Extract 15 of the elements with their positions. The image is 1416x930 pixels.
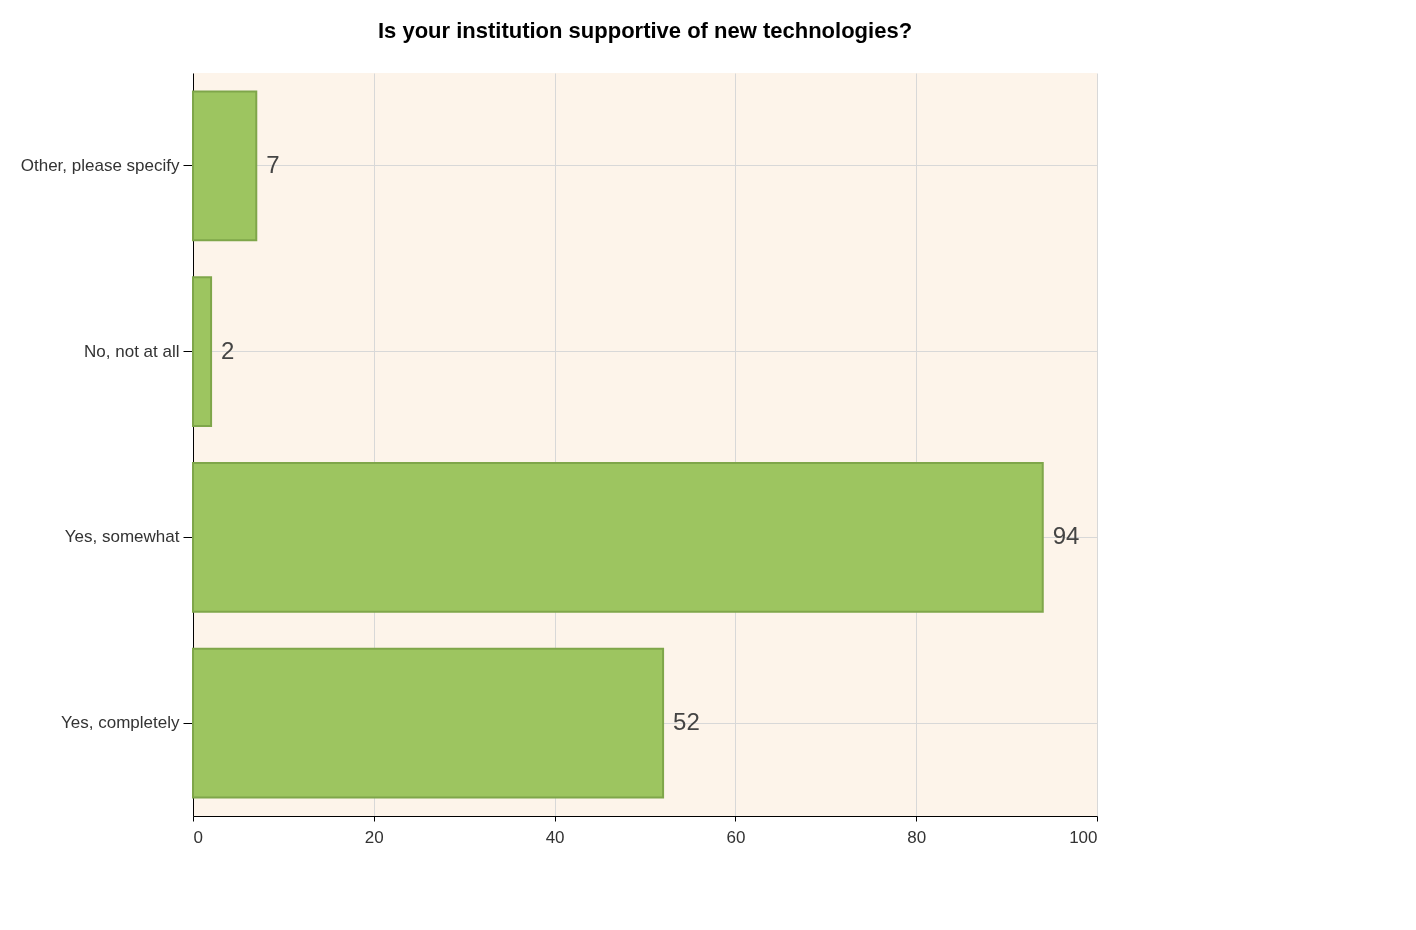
y-tick-label: Other, please specify [20, 155, 180, 175]
x-tick-label: 20 [364, 827, 384, 847]
y-tick-label: Yes, somewhat [64, 527, 180, 547]
x-tick-label: 0 [193, 827, 203, 847]
chart-title: Is your institution supportive of new technologies? [377, 18, 913, 43]
data-label: 94 [1052, 522, 1080, 550]
data-label: 2 [221, 336, 235, 364]
x-tick-label: 40 [545, 827, 565, 847]
data-label: 7 [266, 150, 280, 178]
y-tick-label: Yes, completely [61, 713, 180, 733]
y-tick-label: No, not at all [84, 341, 180, 361]
x-tick-label: 100 [1069, 827, 1098, 847]
data-label: 52 [673, 708, 700, 736]
x-tick-label: 80 [907, 827, 927, 847]
x-tick-label: 60 [726, 827, 746, 847]
